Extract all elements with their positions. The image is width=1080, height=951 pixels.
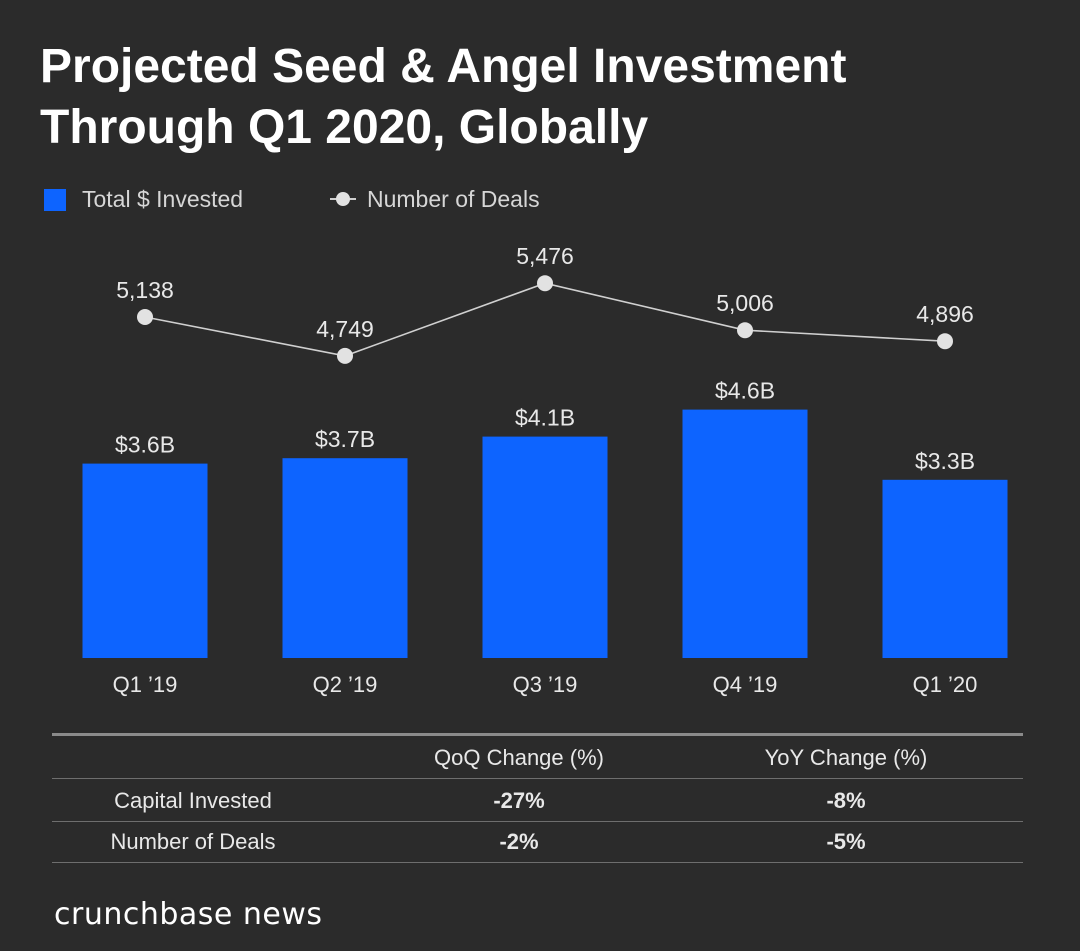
combo-chart: $3.6B Q1 ’19 $3.7B Q2 ’19 $4.1B Q3 ’19 $4.6B Q4… xyxy=(82,243,1008,697)
table-cell-qoq: -27% xyxy=(493,788,545,813)
legend-item-deals: Number of Deals xyxy=(330,184,540,214)
bar xyxy=(682,409,808,658)
legend-bar-swatch xyxy=(44,189,66,211)
deals-value-label: 4,896 xyxy=(916,301,974,327)
table-row-label: Number of Deals xyxy=(110,829,276,854)
deals-point xyxy=(737,322,753,339)
x-tick-label: Q1 ’20 xyxy=(913,672,978,697)
bar-value-label: $3.3B xyxy=(915,448,975,474)
x-tick-label: Q3 ’19 xyxy=(513,672,578,697)
x-tick-label: Q1 ’19 xyxy=(113,672,178,697)
x-tick-label: Q2 ’19 xyxy=(313,672,378,697)
deals-point xyxy=(537,275,553,292)
bar-value-label: $3.7B xyxy=(315,426,375,452)
legend-dot-icon xyxy=(336,192,350,206)
legend-label-invested: Total $ Invested xyxy=(82,186,244,212)
brand-logo: crunchbase news xyxy=(54,897,323,932)
deals-value-label: 5,476 xyxy=(516,243,574,269)
table-rule xyxy=(52,821,1023,822)
x-tick-label: Q4 ’19 xyxy=(713,672,778,697)
deals-point xyxy=(337,347,353,364)
bar-value-label: $4.6B xyxy=(715,378,775,404)
table-cell-yoy: -5% xyxy=(826,829,866,854)
legend-label-deals: Number of Deals xyxy=(367,186,540,212)
deals-point xyxy=(137,309,153,325)
table-header-yoy: YoY Change (%) xyxy=(764,745,928,770)
deals-point xyxy=(937,333,953,350)
deals-value-label: 4,749 xyxy=(316,316,374,342)
deals-line xyxy=(144,282,946,357)
table-header-qoq: QoQ Change (%) xyxy=(434,745,604,770)
deals-value-label: 5,006 xyxy=(716,290,774,316)
table-row-label: Capital Invested xyxy=(114,788,272,813)
table-top-rule xyxy=(52,733,1023,736)
bar-value-label: $3.6B xyxy=(115,432,175,458)
chart-title: Projected Seed & Angel Investment Throug… xyxy=(40,36,1040,158)
bar xyxy=(82,463,208,658)
bar xyxy=(282,458,408,658)
bar xyxy=(482,436,608,658)
legend-item-invested: Total $ Invested xyxy=(44,184,243,214)
bar-value-label: $4.1B xyxy=(515,405,575,431)
table-cell-qoq: -2% xyxy=(499,829,539,854)
chart-title-line-2: Through Q1 2020, Globally xyxy=(40,101,649,154)
table-cell-yoy: -8% xyxy=(826,788,866,813)
bar xyxy=(882,479,1008,658)
chart-title-line-1: Projected Seed & Angel Investment xyxy=(40,40,847,93)
table-rule xyxy=(52,778,1023,779)
deals-value-label: 5,138 xyxy=(116,277,174,303)
table-rule xyxy=(52,862,1023,863)
